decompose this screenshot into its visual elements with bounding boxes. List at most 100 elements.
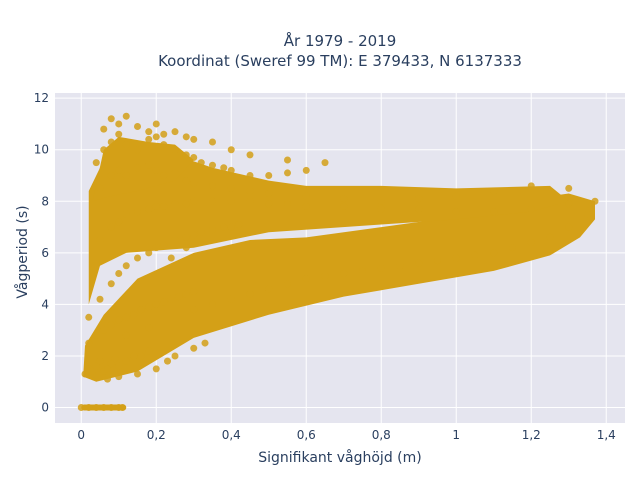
y-tick-label: 0 [41, 401, 49, 415]
data-point [92, 159, 100, 167]
data-point [377, 264, 385, 272]
data-point [152, 166, 160, 174]
data-point [134, 146, 141, 154]
x-tick-labels: 0 0,2 0,4 0,6 0,8 1 1,2 1,4 [77, 428, 615, 442]
y-tick-label: 8 [41, 194, 49, 208]
data-point [509, 244, 516, 252]
data-point [134, 164, 141, 172]
data-point [130, 352, 138, 360]
data-point [145, 135, 153, 143]
data-point [227, 197, 235, 205]
data-point [134, 254, 141, 262]
data-point [145, 161, 153, 169]
data-point [565, 223, 573, 231]
data-point [246, 187, 254, 195]
data-point [209, 161, 216, 169]
data-point [182, 233, 190, 241]
data-point [527, 182, 535, 190]
y-tick-label: 10 [34, 143, 49, 157]
data-point [565, 184, 573, 192]
data-point [115, 373, 123, 381]
data-point [227, 166, 235, 174]
data-point [471, 251, 479, 259]
data-point [115, 362, 123, 370]
data-point [107, 404, 115, 412]
data-point [182, 151, 190, 159]
data-point [171, 169, 179, 177]
data-point [452, 254, 460, 262]
data-point [246, 151, 254, 159]
data-point [284, 156, 291, 164]
data-point [171, 146, 179, 154]
data-point [152, 244, 160, 252]
data-point [284, 169, 291, 177]
data-point [104, 365, 111, 373]
chart-title-line-1: År 1979 - 2019 [284, 31, 397, 50]
data-point [152, 300, 160, 308]
x-tick-label: 1 [452, 428, 460, 442]
data-point [190, 288, 198, 296]
data-point [201, 339, 209, 347]
data-point [107, 223, 115, 231]
data-point [171, 352, 179, 360]
data-point [396, 262, 404, 270]
data-point [284, 200, 291, 208]
data-point [171, 128, 179, 136]
data-point [302, 202, 310, 210]
data-point [235, 220, 243, 228]
data-point [302, 275, 310, 283]
data-point [122, 112, 130, 120]
density-band-upper [88, 144, 569, 305]
data-point [246, 197, 254, 205]
data-point [359, 267, 366, 275]
data-point [115, 218, 123, 226]
data-point [546, 233, 554, 241]
data-point [134, 208, 141, 216]
data-point [96, 184, 104, 192]
data-point [152, 365, 160, 373]
data-point [145, 205, 153, 213]
data-point [115, 130, 123, 138]
data-point [452, 208, 460, 216]
data-point [96, 295, 104, 303]
data-point [197, 159, 205, 167]
data-point [227, 295, 235, 303]
data-point [92, 362, 100, 370]
data-point [145, 324, 153, 332]
data-point [227, 184, 235, 192]
data-point [134, 370, 141, 378]
data-point [415, 205, 423, 213]
data-point [591, 197, 599, 205]
data-point [284, 280, 291, 288]
x-tick-label: 1,4 [597, 428, 616, 442]
data-point [167, 295, 175, 303]
data-point [122, 313, 130, 321]
data-point [92, 404, 100, 412]
y-tick-label: 6 [41, 246, 49, 260]
data-point [107, 115, 115, 123]
data-point [340, 195, 348, 203]
data-point [377, 197, 385, 205]
data-point [527, 239, 535, 247]
data-point [197, 228, 205, 236]
data-point [340, 269, 348, 277]
data-point [96, 236, 104, 244]
data-point [107, 321, 115, 329]
data-point [96, 357, 104, 365]
data-point [115, 166, 123, 174]
data-point [77, 404, 85, 412]
data-point [182, 290, 190, 298]
x-tick-label: 0,8 [372, 428, 391, 442]
data-point [246, 172, 254, 179]
x-tick-label: 0,6 [297, 428, 316, 442]
data-point [265, 172, 273, 179]
data-point [115, 120, 123, 128]
data-point [115, 316, 123, 324]
data-point [115, 269, 123, 277]
data-point [122, 141, 130, 149]
density-band-main [83, 193, 595, 382]
data-point [209, 197, 216, 205]
data-point [302, 192, 310, 200]
data-point [107, 138, 115, 146]
